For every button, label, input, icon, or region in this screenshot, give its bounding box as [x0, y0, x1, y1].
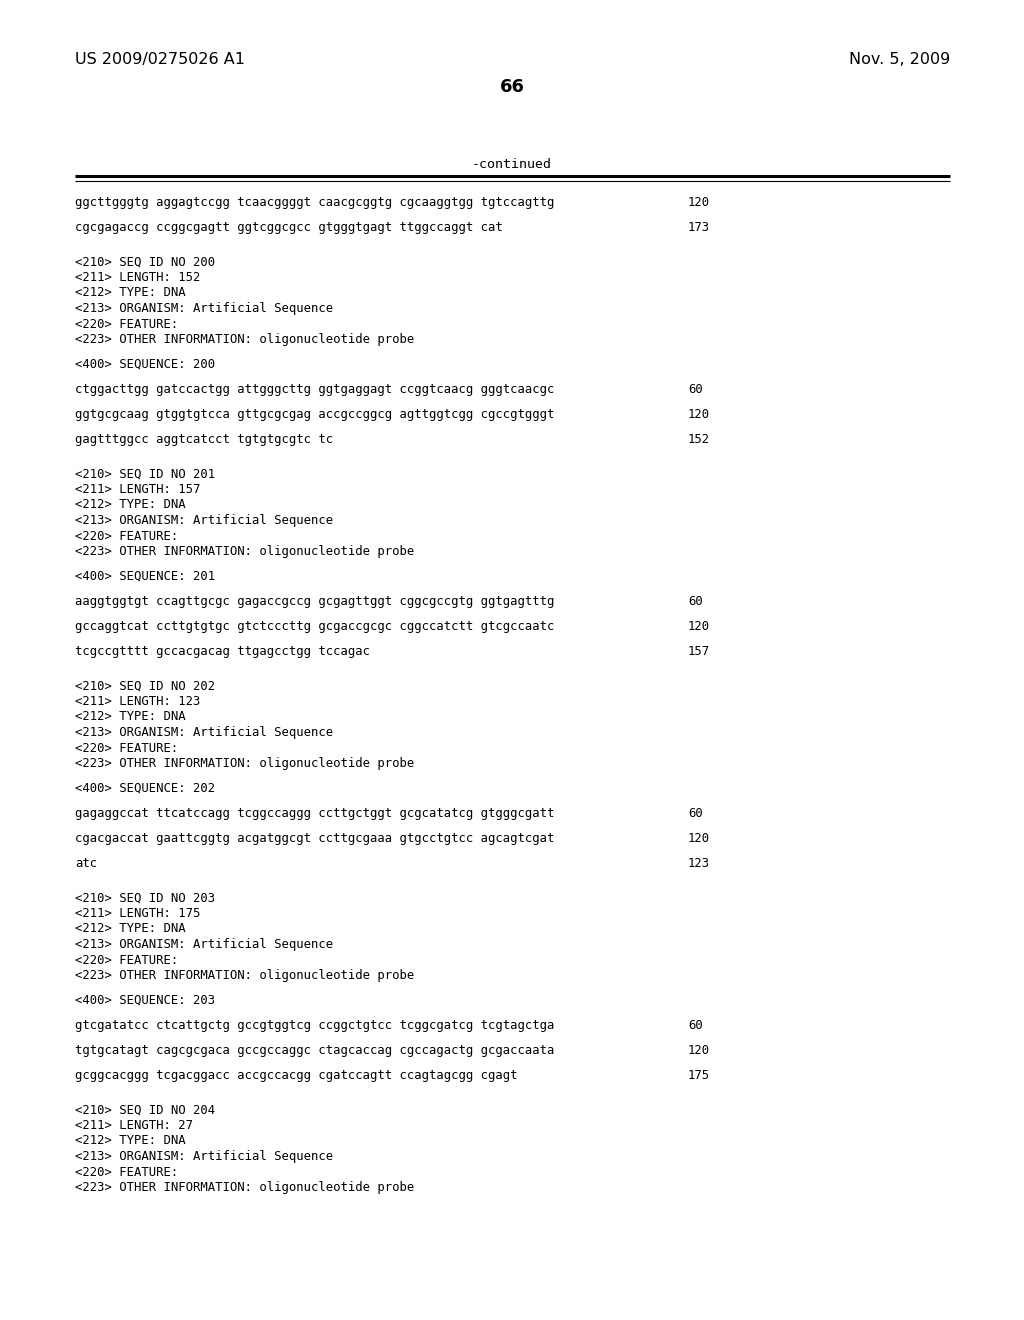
- Text: <210> SEQ ID NO 202: <210> SEQ ID NO 202: [75, 680, 215, 693]
- Text: <210> SEQ ID NO 204: <210> SEQ ID NO 204: [75, 1104, 215, 1117]
- Text: tcgccgtttt gccacgacag ttgagcctgg tccagac: tcgccgtttt gccacgacag ttgagcctgg tccagac: [75, 645, 370, 657]
- Text: ggtgcgcaag gtggtgtcca gttgcgcgag accgccggcg agttggtcgg cgccgtgggt: ggtgcgcaag gtggtgtcca gttgcgcgag accgccg…: [75, 408, 554, 421]
- Text: <213> ORGANISM: Artificial Sequence: <213> ORGANISM: Artificial Sequence: [75, 302, 333, 315]
- Text: gcggcacggg tcgacggacc accgccacgg cgatccagtt ccagtagcgg cgagt: gcggcacggg tcgacggacc accgccacgg cgatcca…: [75, 1069, 517, 1082]
- Text: 173: 173: [688, 220, 710, 234]
- Text: gagaggccat ttcatccagg tcggccaggg ccttgctggt gcgcatatcg gtgggcgatt: gagaggccat ttcatccagg tcggccaggg ccttgct…: [75, 807, 554, 820]
- Text: <400> SEQUENCE: 203: <400> SEQUENCE: 203: [75, 994, 215, 1007]
- Text: <211> LENGTH: 27: <211> LENGTH: 27: [75, 1119, 193, 1133]
- Text: <220> FEATURE:: <220> FEATURE:: [75, 529, 178, 543]
- Text: 60: 60: [688, 1019, 702, 1032]
- Text: 157: 157: [688, 645, 710, 657]
- Text: ggcttgggtg aggagtccgg tcaacggggt caacgcggtg cgcaaggtgg tgtccagttg: ggcttgggtg aggagtccgg tcaacggggt caacgcg…: [75, 195, 554, 209]
- Text: 120: 120: [688, 620, 710, 634]
- Text: <210> SEQ ID NO 201: <210> SEQ ID NO 201: [75, 467, 215, 480]
- Text: <212> TYPE: DNA: <212> TYPE: DNA: [75, 923, 185, 936]
- Text: <223> OTHER INFORMATION: oligonucleotide probe: <223> OTHER INFORMATION: oligonucleotide…: [75, 545, 415, 558]
- Text: <212> TYPE: DNA: <212> TYPE: DNA: [75, 710, 185, 723]
- Text: <220> FEATURE:: <220> FEATURE:: [75, 742, 178, 755]
- Text: 60: 60: [688, 383, 702, 396]
- Text: <400> SEQUENCE: 200: <400> SEQUENCE: 200: [75, 358, 215, 371]
- Text: gccaggtcat ccttgtgtgc gtctcccttg gcgaccgcgc cggccatctt gtcgccaatc: gccaggtcat ccttgtgtgc gtctcccttg gcgaccg…: [75, 620, 554, 634]
- Text: atc: atc: [75, 857, 97, 870]
- Text: cgcgagaccg ccggcgagtt ggtcggcgcc gtgggtgagt ttggccaggt cat: cgcgagaccg ccggcgagtt ggtcggcgcc gtgggtg…: [75, 220, 503, 234]
- Text: 66: 66: [500, 78, 524, 96]
- Text: <400> SEQUENCE: 202: <400> SEQUENCE: 202: [75, 781, 215, 795]
- Text: <220> FEATURE:: <220> FEATURE:: [75, 1166, 178, 1179]
- Text: 120: 120: [688, 408, 710, 421]
- Text: <212> TYPE: DNA: <212> TYPE: DNA: [75, 1134, 185, 1147]
- Text: 123: 123: [688, 857, 710, 870]
- Text: <400> SEQUENCE: 201: <400> SEQUENCE: 201: [75, 570, 215, 583]
- Text: <223> OTHER INFORMATION: oligonucleotide probe: <223> OTHER INFORMATION: oligonucleotide…: [75, 333, 415, 346]
- Text: <212> TYPE: DNA: <212> TYPE: DNA: [75, 286, 185, 300]
- Text: cgacgaccat gaattcggtg acgatggcgt ccttgcgaaa gtgcctgtcc agcagtcgat: cgacgaccat gaattcggtg acgatggcgt ccttgcg…: [75, 832, 554, 845]
- Text: <210> SEQ ID NO 203: <210> SEQ ID NO 203: [75, 891, 215, 904]
- Text: <211> LENGTH: 152: <211> LENGTH: 152: [75, 271, 201, 284]
- Text: <223> OTHER INFORMATION: oligonucleotide probe: <223> OTHER INFORMATION: oligonucleotide…: [75, 756, 415, 770]
- Text: 120: 120: [688, 832, 710, 845]
- Text: <223> OTHER INFORMATION: oligonucleotide probe: <223> OTHER INFORMATION: oligonucleotide…: [75, 1181, 415, 1195]
- Text: 60: 60: [688, 807, 702, 820]
- Text: Nov. 5, 2009: Nov. 5, 2009: [849, 51, 950, 67]
- Text: 60: 60: [688, 595, 702, 609]
- Text: <213> ORGANISM: Artificial Sequence: <213> ORGANISM: Artificial Sequence: [75, 939, 333, 950]
- Text: <213> ORGANISM: Artificial Sequence: <213> ORGANISM: Artificial Sequence: [75, 1150, 333, 1163]
- Text: <220> FEATURE:: <220> FEATURE:: [75, 953, 178, 966]
- Text: <210> SEQ ID NO 200: <210> SEQ ID NO 200: [75, 256, 215, 268]
- Text: aaggtggtgt ccagttgcgc gagaccgccg gcgagttggt cggcgccgtg ggtgagtttg: aaggtggtgt ccagttgcgc gagaccgccg gcgagtt…: [75, 595, 554, 609]
- Text: 120: 120: [688, 1044, 710, 1057]
- Text: <211> LENGTH: 157: <211> LENGTH: 157: [75, 483, 201, 496]
- Text: <220> FEATURE:: <220> FEATURE:: [75, 318, 178, 330]
- Text: <223> OTHER INFORMATION: oligonucleotide probe: <223> OTHER INFORMATION: oligonucleotide…: [75, 969, 415, 982]
- Text: tgtgcatagt cagcgcgaca gccgccaggc ctagcaccag cgccagactg gcgaccaata: tgtgcatagt cagcgcgaca gccgccaggc ctagcac…: [75, 1044, 554, 1057]
- Text: US 2009/0275026 A1: US 2009/0275026 A1: [75, 51, 245, 67]
- Text: 152: 152: [688, 433, 710, 446]
- Text: <212> TYPE: DNA: <212> TYPE: DNA: [75, 499, 185, 511]
- Text: <213> ORGANISM: Artificial Sequence: <213> ORGANISM: Artificial Sequence: [75, 513, 333, 527]
- Text: ctggacttgg gatccactgg attgggcttg ggtgaggagt ccggtcaacg gggtcaacgc: ctggacttgg gatccactgg attgggcttg ggtgagg…: [75, 383, 554, 396]
- Text: gtcgatatcc ctcattgctg gccgtggtcg ccggctgtcc tcggcgatcg tcgtagctga: gtcgatatcc ctcattgctg gccgtggtcg ccggctg…: [75, 1019, 554, 1032]
- Text: 175: 175: [688, 1069, 710, 1082]
- Text: <211> LENGTH: 123: <211> LENGTH: 123: [75, 696, 201, 708]
- Text: -continued: -continued: [472, 158, 552, 172]
- Text: gagtttggcc aggtcatcct tgtgtgcgtc tc: gagtttggcc aggtcatcct tgtgtgcgtc tc: [75, 433, 333, 446]
- Text: <211> LENGTH: 175: <211> LENGTH: 175: [75, 907, 201, 920]
- Text: 120: 120: [688, 195, 710, 209]
- Text: <213> ORGANISM: Artificial Sequence: <213> ORGANISM: Artificial Sequence: [75, 726, 333, 739]
